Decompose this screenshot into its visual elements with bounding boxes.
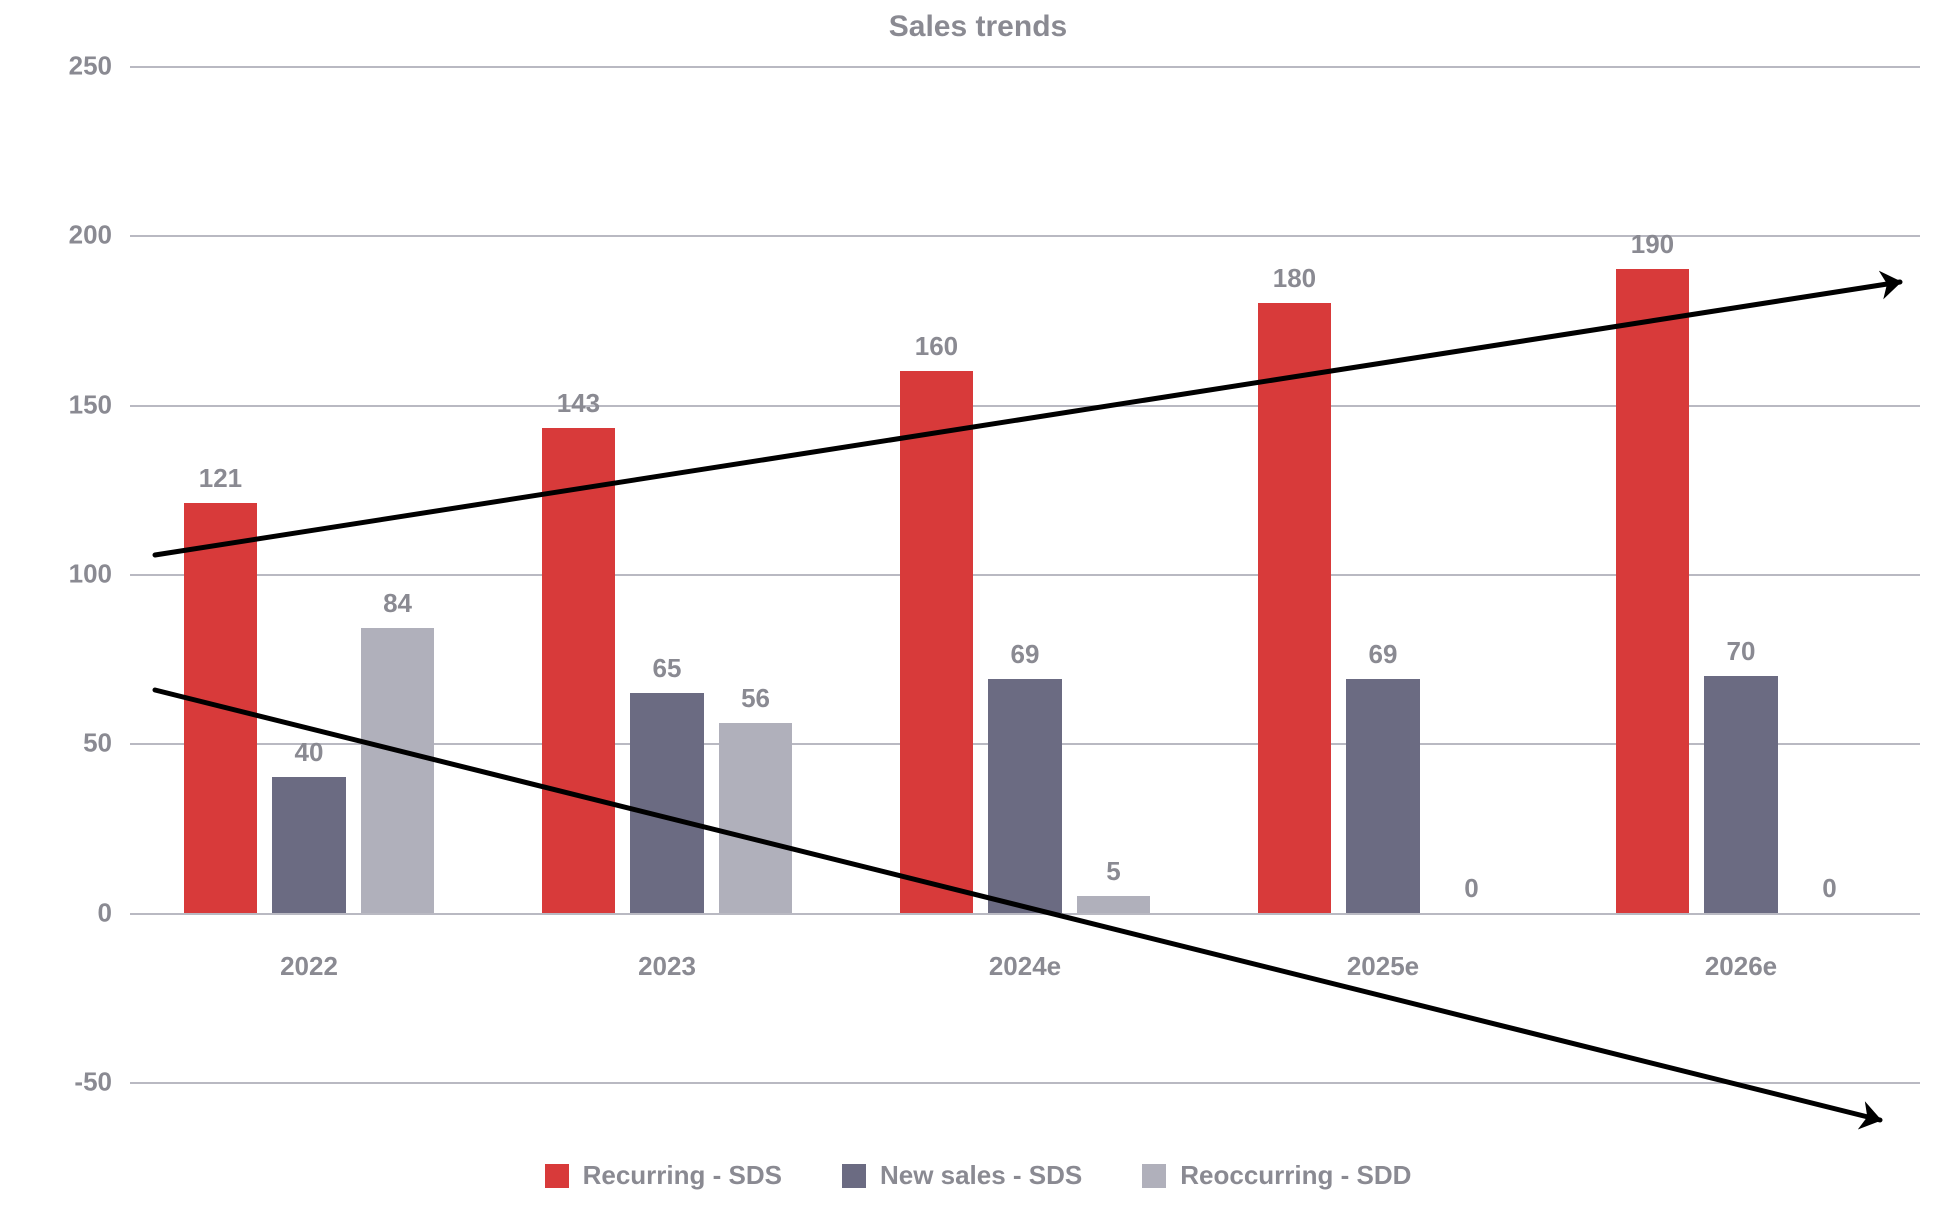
- bar-value-label: 190: [1631, 229, 1674, 260]
- bar-value-label: 0: [1822, 873, 1836, 904]
- bar-recurring-sds: [542, 428, 616, 912]
- bar-recurring-sds: [1616, 269, 1690, 912]
- y-tick-label: 150: [0, 389, 112, 420]
- bar-new-sales-sds: [1704, 676, 1778, 913]
- bar-new-sales-sds: [272, 777, 346, 912]
- y-tick-label: 200: [0, 220, 112, 251]
- bar-recurring-sds: [184, 503, 258, 913]
- bar-value-label: 84: [383, 588, 412, 619]
- bar-value-label: 121: [199, 463, 242, 494]
- bar-value-label: 160: [915, 331, 958, 362]
- y-tick-label: 250: [0, 51, 112, 82]
- bar-reoccurring-sdd: [719, 723, 793, 913]
- legend-label: New sales - SDS: [880, 1160, 1082, 1191]
- x-tick-label: 2022: [280, 951, 338, 982]
- gridline: [130, 913, 1920, 915]
- x-tick-label: 2024e: [989, 951, 1061, 982]
- plot-area: 121 40 84 143 65 56 160 69 5 180 69 0 190 70 0: [130, 66, 1920, 1082]
- y-tick-label: -50: [0, 1067, 112, 1098]
- bar-value-label: 69: [1011, 639, 1040, 670]
- bar-value-label: 69: [1369, 639, 1398, 670]
- legend-swatch: [1142, 1164, 1166, 1188]
- legend-label: Recurring - SDS: [583, 1160, 782, 1191]
- bar-reoccurring-sdd: [361, 628, 435, 912]
- bar-value-label: 5: [1106, 856, 1120, 887]
- bar-value-label: 180: [1273, 263, 1316, 294]
- chart-legend: Recurring - SDS New sales - SDS Reoccurrin…: [0, 1160, 1956, 1191]
- bar-value-label: 70: [1727, 636, 1756, 667]
- x-tick-label: 2023: [638, 951, 696, 982]
- y-tick-label: 0: [0, 897, 112, 928]
- bar-recurring-sds: [1258, 303, 1332, 913]
- y-tick-label: 50: [0, 728, 112, 759]
- x-tick-label: 2025e: [1347, 951, 1419, 982]
- legend-item: New sales - SDS: [842, 1160, 1082, 1191]
- legend-swatch: [545, 1164, 569, 1188]
- legend-item: Recurring - SDS: [545, 1160, 782, 1191]
- legend-item: Reoccurring - SDD: [1142, 1160, 1411, 1191]
- chart-title: Sales trends: [0, 10, 1956, 44]
- y-tick-label: 100: [0, 559, 112, 590]
- bar-new-sales-sds: [1346, 679, 1420, 913]
- legend-swatch: [842, 1164, 866, 1188]
- legend-label: Reoccurring - SDD: [1180, 1160, 1411, 1191]
- bar-value-label: 0: [1464, 873, 1478, 904]
- bar-value-label: 40: [295, 737, 324, 768]
- bar-value-label: 143: [557, 388, 600, 419]
- bar-value-label: 56: [741, 683, 770, 714]
- bar-new-sales-sds: [988, 679, 1062, 913]
- bar-value-label: 65: [653, 653, 682, 684]
- x-tick-label: 2026e: [1705, 951, 1777, 982]
- bar-recurring-sds: [900, 371, 974, 913]
- bar-new-sales-sds: [630, 693, 704, 913]
- bar-reoccurring-sdd: [1077, 896, 1151, 913]
- sales-trends-chart: Sales trends 121408414365561606951806901…: [0, 0, 1956, 1224]
- gridline: [130, 66, 1920, 68]
- gridline: [130, 1082, 1920, 1084]
